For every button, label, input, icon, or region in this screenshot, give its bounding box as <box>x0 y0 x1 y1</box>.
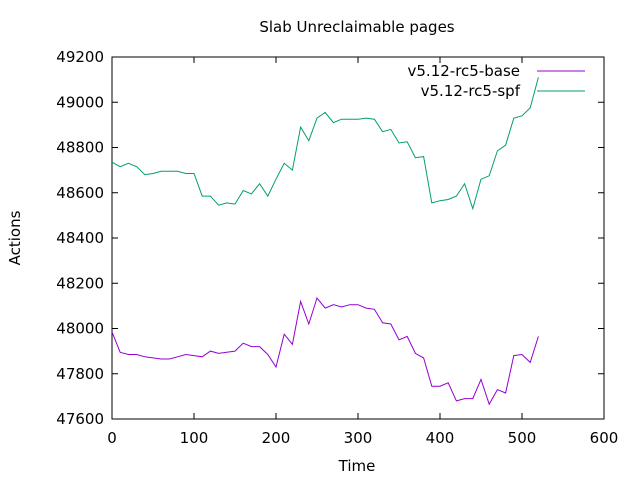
x-tick-label: 200 <box>262 429 291 447</box>
y-tick-label: 47600 <box>56 410 104 428</box>
x-tick-label: 400 <box>426 429 455 447</box>
series-line-v5.12-rc5-base <box>111 296 539 406</box>
x-axis-label: Time <box>338 457 376 475</box>
y-tick-label: 49000 <box>56 93 104 111</box>
chart-title: Slab Unreclaimable pages <box>259 18 454 36</box>
x-tick-label: 500 <box>508 429 537 447</box>
x-tick-label: 600 <box>590 429 619 447</box>
plot-border <box>111 56 605 420</box>
x-tick-label: 0 <box>107 429 117 447</box>
y-tick-label: 48000 <box>56 320 104 338</box>
y-axis-ticks: 47600 47800 48000 48200 48400 48600 48800 49000… <box>56 48 604 428</box>
x-axis-ticks: 0 100 200 300 400 500 600 <box>107 57 618 447</box>
y-tick-label: 48600 <box>56 184 104 202</box>
series-line-v5.12-rc5-spf <box>111 77 539 211</box>
x-tick-label: 100 <box>180 429 209 447</box>
legend-label: v5.12-rc5-spf <box>421 82 521 100</box>
legend: v5.12-rc5-base v5.12-rc5-spf <box>408 62 585 100</box>
x-tick-label: 300 <box>344 429 373 447</box>
y-axis-label: Actions <box>6 210 24 265</box>
series-lines <box>111 77 539 406</box>
y-tick-label: 48400 <box>56 229 104 247</box>
legend-label: v5.12-rc5-base <box>408 62 521 80</box>
y-tick-label: 47800 <box>56 365 104 383</box>
plot-frame <box>111 56 605 420</box>
y-tick-label: 48800 <box>56 139 104 157</box>
y-tick-label: 49200 <box>56 48 104 66</box>
y-tick-label: 48200 <box>56 274 104 292</box>
